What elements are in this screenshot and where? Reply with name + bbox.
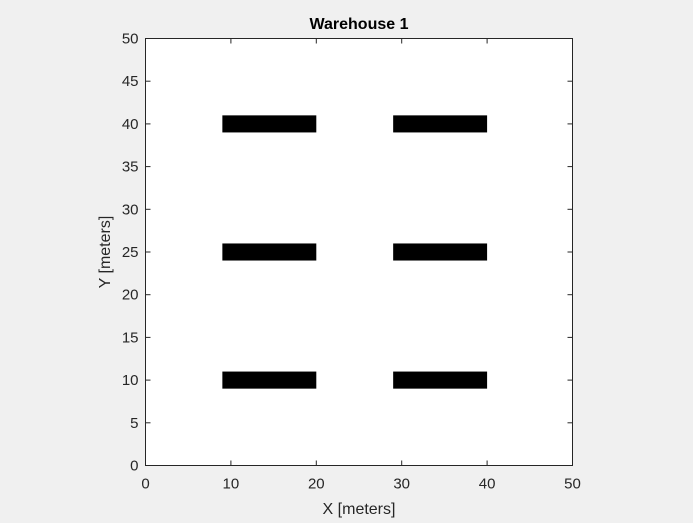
x-tick-label: 10 [223, 476, 240, 493]
shelf-obstacle-3 [222, 243, 317, 261]
shelf-obstacle-6 [393, 115, 488, 133]
y-tick-label: 0 [130, 458, 138, 475]
y-tick-label: 15 [122, 329, 139, 346]
x-tick-label: 0 [141, 476, 149, 493]
shelf-obstacle-4 [393, 243, 488, 261]
y-axis-label: Y [meters] [97, 216, 114, 289]
axis-ticks: 0 10 20 30 40 50 0 5 10 15 20 25 30 35 40 45 50 [122, 31, 581, 493]
y-tick-label: 30 [122, 201, 139, 218]
y-tick-label: 45 [122, 73, 139, 90]
plot-area [145, 38, 573, 466]
y-tick-label: 10 [122, 372, 139, 389]
shelf-obstacle-2 [393, 371, 488, 389]
chart-title: Warehouse 1 [310, 16, 409, 33]
shelf-obstacle-5 [222, 115, 317, 133]
x-tick-label: 30 [393, 476, 410, 493]
y-tick-label: 40 [122, 116, 139, 133]
x-tick-label: 40 [479, 476, 496, 493]
y-tick-label: 20 [122, 287, 139, 304]
obstacle-layer [222, 115, 488, 389]
x-tick-label: 50 [564, 476, 581, 493]
y-tick-label: 50 [122, 31, 139, 48]
y-tick-label: 35 [122, 159, 139, 176]
shelf-obstacle-1 [222, 371, 317, 389]
x-axis-label: X [meters] [323, 501, 396, 518]
y-tick-label: 5 [130, 415, 138, 432]
y-tick-label: 25 [122, 244, 139, 261]
x-tick-label: 20 [308, 476, 325, 493]
